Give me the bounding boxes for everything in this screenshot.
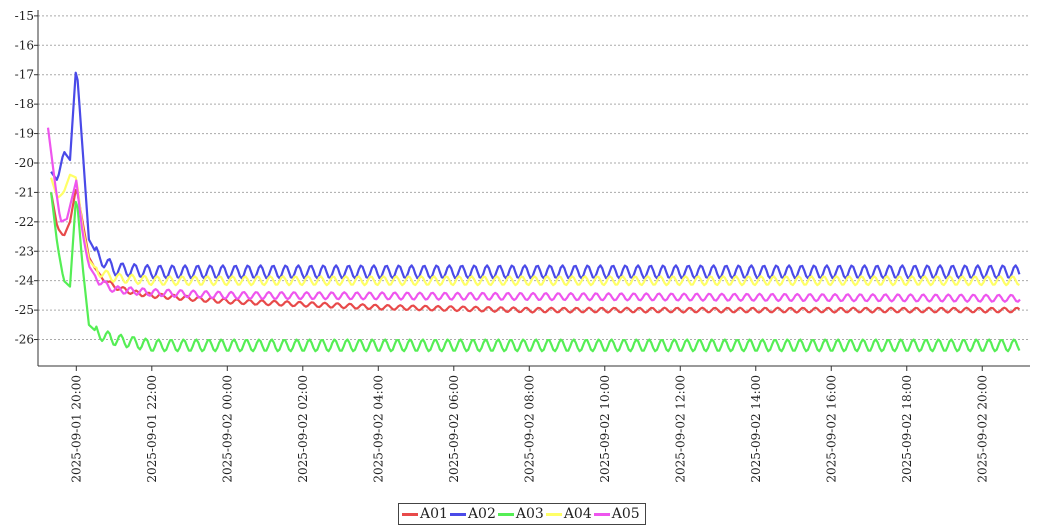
y-tick-label: -24 [15,274,35,288]
legend-label: A03 [515,506,544,522]
x-tick-label: 2025-09-02 00:00 [220,375,234,483]
series-line-a04 [50,173,1020,287]
legend-swatch [449,512,466,516]
y-tick-label: -19 [15,127,34,141]
x-tick-label: 2025-09-02 12:00 [673,375,687,483]
y-tick-label: -17 [15,68,34,82]
x-tick-label: 2025-09-02 08:00 [522,375,536,483]
x-tick-label: 2025-09-02 14:00 [749,375,763,483]
x-tick-label: 2025-09-01 22:00 [145,375,159,483]
y-tick-label: -25 [15,303,34,317]
legend-item-a01[interactable]: A01 [402,506,448,522]
x-tick-label: 2025-09-02 18:00 [900,375,914,483]
y-tick-label: -18 [15,97,34,111]
x-tick-label: 2025-09-02 02:00 [296,375,310,483]
x-tick-label: 2025-09-02 16:00 [824,375,838,483]
y-tick-label: -26 [15,333,34,347]
legend-item-a02[interactable]: A02 [449,506,496,522]
legend-item-a03[interactable]: A03 [497,506,544,522]
legend-item-a05[interactable]: A05 [593,506,640,522]
legend-label: A01 [420,506,448,522]
legend-swatch [402,512,418,516]
y-tick-labels: -15 -16 -17 -18 -19 -20 -21 -22 -23 -24 -25 -26 [15,9,38,347]
x-tick-label: 2025-09-02 20:00 [975,375,989,483]
y-tick-label: -23 [15,244,34,258]
series-line-a02 [50,71,1021,280]
legend-label: A05 [611,506,640,522]
series-lines [46,71,1021,353]
y-tick-label: -20 [15,156,34,170]
legend-label: A02 [467,506,496,522]
x-tick-label: 2025-09-02 04:00 [371,375,385,483]
legend-label: A04 [563,506,592,522]
legend: A01 A02 A03 A04 A05 [398,503,646,525]
y-tick-label: -15 [15,9,34,23]
x-tick-labels: 2025-09-01 20:00 2025-09-01 22:00 2025-09-… [69,366,989,483]
y-tick-label: -22 [15,215,34,229]
axes [37,10,1030,367]
legend-swatch [545,512,562,516]
grid-lines [38,15,1030,341]
y-tick-label: -21 [15,185,34,199]
series-line-a05 [46,127,1021,303]
legend-swatch [497,512,514,516]
x-tick-label: 2025-09-02 06:00 [447,375,461,483]
legend-item-a04[interactable]: A04 [545,506,592,522]
legend-swatch [593,512,610,516]
series-line-a03 [50,192,1021,353]
x-tick-label: 2025-09-02 10:00 [598,375,612,483]
x-tick-label: 2025-09-01 20:00 [69,375,83,483]
y-tick-label: -16 [15,38,34,52]
